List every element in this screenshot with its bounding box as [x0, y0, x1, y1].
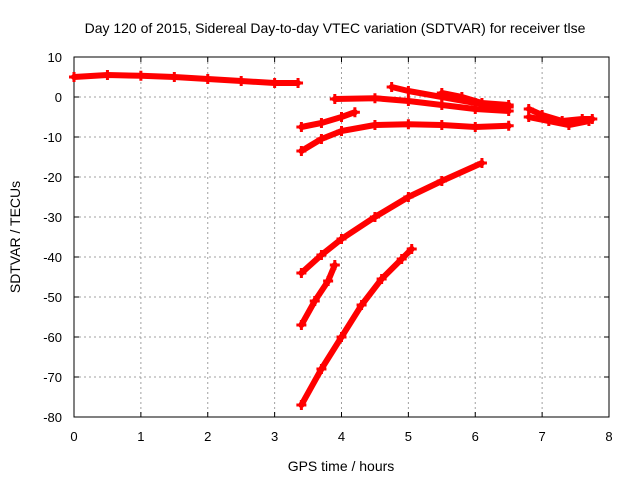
data-point	[296, 268, 307, 278]
y-tick-label: 0	[55, 90, 62, 105]
data-point	[456, 92, 467, 102]
x-tick-label: 0	[70, 429, 77, 444]
data-point	[403, 192, 414, 202]
data-point	[323, 276, 334, 286]
data-point	[356, 300, 367, 310]
data-point	[403, 96, 414, 106]
data-point	[316, 250, 327, 260]
y-tick-label: -20	[43, 170, 62, 185]
data-point	[369, 93, 380, 104]
data-point	[293, 78, 304, 88]
data-point	[476, 98, 487, 108]
data-point	[202, 74, 213, 84]
data-point	[396, 254, 407, 264]
x-tick-label: 2	[204, 429, 211, 444]
data-point	[523, 112, 534, 122]
data-point	[336, 112, 347, 122]
data-point	[403, 86, 414, 96]
y-tick-label: -50	[43, 290, 62, 305]
grid-layer	[74, 57, 609, 417]
series-line-1	[71, 72, 301, 86]
data-point	[349, 107, 360, 118]
series-line-10	[298, 262, 338, 328]
x-tick-label: 1	[137, 429, 144, 444]
data-point	[503, 120, 514, 131]
data-point	[503, 100, 514, 110]
y-tick-label: -30	[43, 210, 62, 225]
series-layer	[69, 70, 598, 410]
data-point	[269, 78, 280, 88]
data-point	[336, 332, 347, 342]
data-point	[470, 122, 481, 132]
data-point	[403, 119, 414, 130]
data-point	[102, 70, 113, 80]
data-point	[406, 244, 417, 254]
data-point	[296, 146, 307, 156]
y-tick-label: 10	[48, 50, 62, 65]
data-point	[316, 118, 327, 128]
data-point	[583, 116, 594, 126]
x-tick-label: 4	[338, 429, 345, 444]
data-point	[296, 400, 307, 410]
data-point	[329, 260, 340, 270]
data-point	[309, 296, 320, 306]
data-point	[563, 120, 574, 130]
x-tick-label: 8	[605, 429, 612, 444]
y-tick-label: -10	[43, 130, 62, 145]
data-point	[436, 176, 447, 186]
chart-title: Day 120 of 2015, Sidereal Day-to-day VTE…	[85, 20, 586, 36]
x-tick-label: 6	[472, 429, 479, 444]
data-point	[369, 212, 380, 222]
data-point	[296, 320, 307, 330]
y-tick-label: -40	[43, 250, 62, 265]
x-tick-label: 5	[405, 429, 412, 444]
y-tick-label: -70	[43, 370, 62, 385]
data-point	[135, 70, 146, 81]
series-line-2	[298, 109, 358, 130]
x-tick-label: 3	[271, 429, 278, 444]
data-point	[336, 126, 347, 136]
data-point	[369, 120, 380, 130]
y-axis-label: SDTVAR / TECUs	[7, 181, 23, 293]
data-point	[236, 76, 247, 86]
data-point	[543, 116, 554, 126]
data-point	[316, 134, 327, 144]
data-point	[336, 234, 347, 244]
data-point	[296, 122, 307, 132]
data-point	[376, 274, 387, 284]
tick-layer: 0 1 2 3 4 5 6 7 8 10 0 -10 -20 -30 -40 -50 -60 -70 -80	[43, 50, 612, 444]
data-point	[386, 82, 397, 92]
x-axis-label: GPS time / hours	[288, 458, 395, 474]
series-line-8	[525, 114, 592, 128]
data-point	[436, 88, 447, 98]
y-tick-label: -60	[43, 330, 62, 345]
series-line-5	[438, 90, 512, 108]
data-point	[69, 72, 79, 82]
series-line-3	[331, 95, 512, 114]
y-tick-label: -80	[43, 410, 62, 425]
data-point	[436, 120, 447, 130]
data-point	[316, 364, 327, 374]
data-point	[169, 72, 180, 82]
data-point	[329, 94, 340, 104]
series-line-11	[298, 246, 415, 408]
data-point	[476, 158, 487, 168]
x-tick-label: 7	[539, 429, 546, 444]
